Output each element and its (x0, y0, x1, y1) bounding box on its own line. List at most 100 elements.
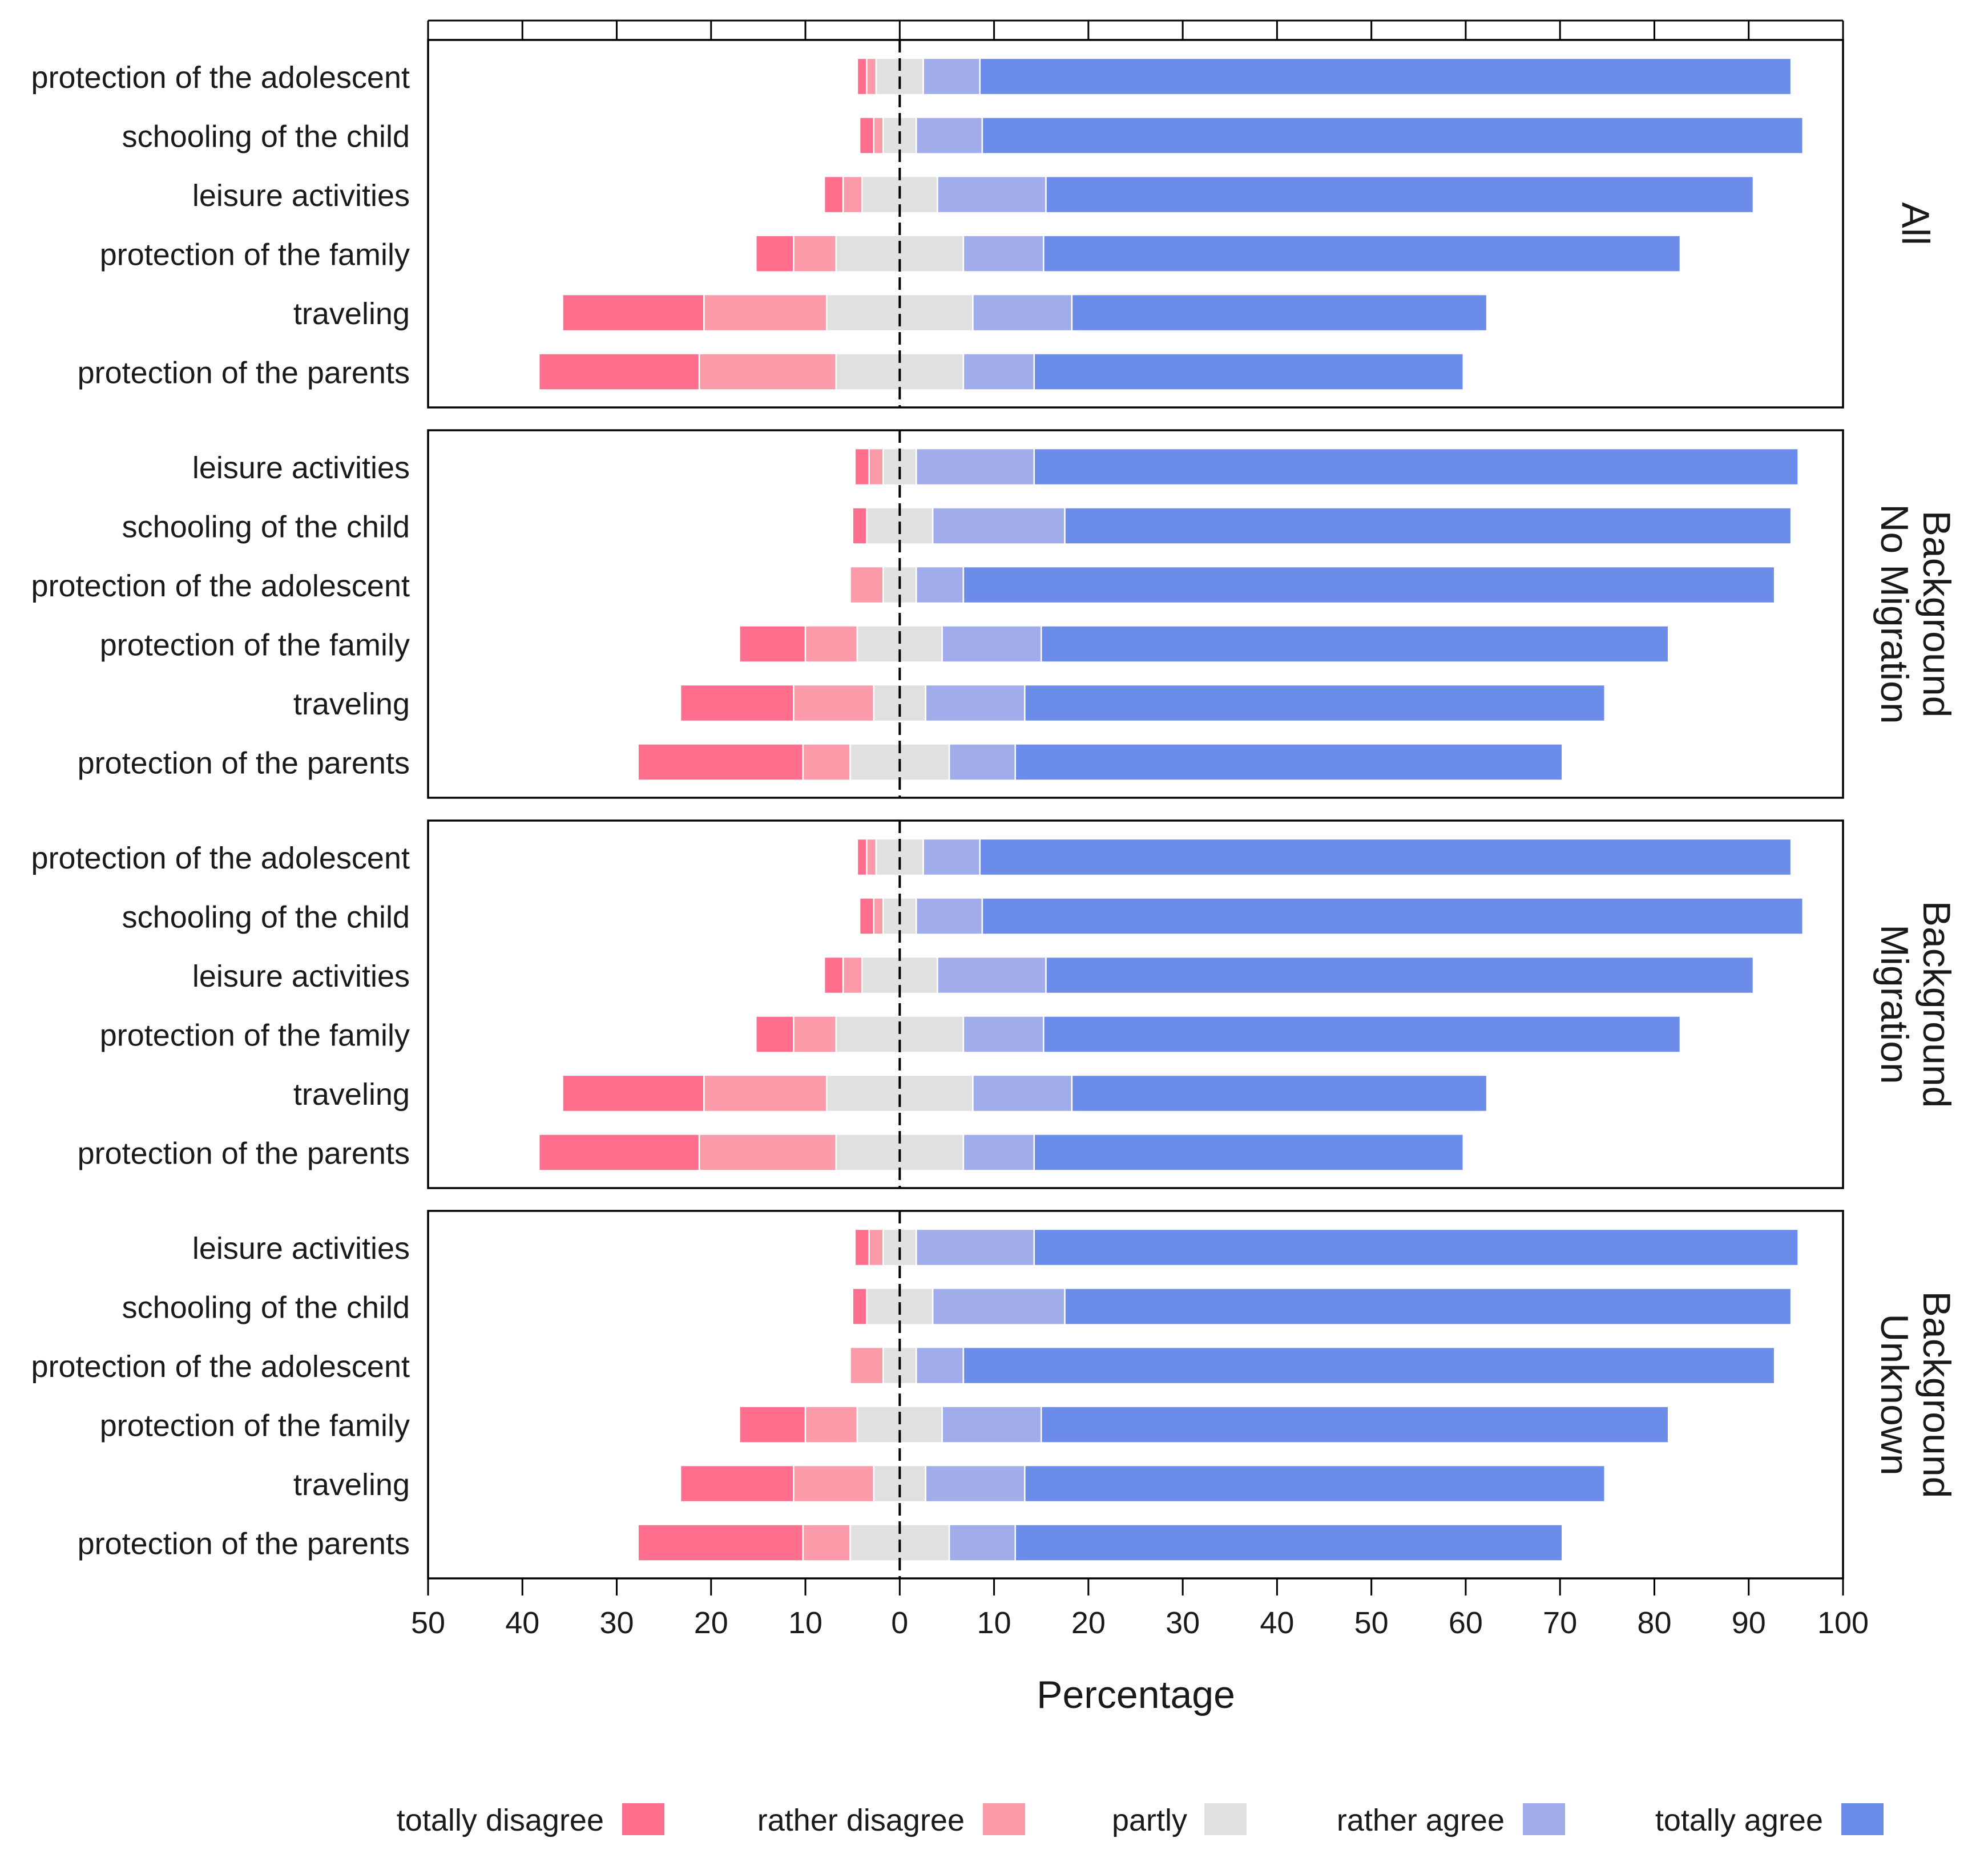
bar-segment (793, 684, 875, 722)
row-label: protection of the adolescent (31, 841, 410, 875)
row-label: protection of the parents (78, 1137, 410, 1171)
legend-label: totally disagree (397, 1803, 604, 1837)
bar-segment (637, 1524, 804, 1562)
panel-frame (427, 819, 1844, 1189)
row-label: traveling (293, 1468, 410, 1502)
legend-swatch (1523, 1803, 1565, 1835)
bar-segment (972, 293, 1073, 332)
bar-segment (979, 838, 1792, 876)
bar-segment (679, 684, 795, 722)
x-tick-label: 10 (788, 1606, 822, 1640)
x-tick-label: 70 (1543, 1606, 1577, 1640)
bar-segment (802, 743, 851, 781)
bar-segment (1014, 1524, 1563, 1562)
bar-segment (948, 1524, 1017, 1562)
bar-segment (739, 625, 807, 663)
x-tick-label: 50 (411, 1606, 445, 1640)
row-label: leisure activities (192, 451, 410, 485)
top-axis (427, 19, 1844, 40)
bar-segment (538, 353, 700, 391)
row-label: schooling of the child (122, 1291, 410, 1325)
bar-segment (823, 956, 844, 995)
bar-segment (1033, 1228, 1799, 1267)
x-axis-label: Percentage (1037, 1673, 1235, 1716)
row-label: protection of the family (100, 1019, 410, 1053)
x-tick-label: 40 (505, 1606, 539, 1640)
row-label: schooling of the child (122, 120, 410, 154)
row-label: traveling (293, 1077, 410, 1112)
row-label: protection of the adolescent (31, 1350, 410, 1384)
bar-segment (854, 447, 870, 486)
bar-segment (932, 1287, 1066, 1326)
x-tick-label: 20 (694, 1606, 728, 1640)
row-label: protection of the family (100, 628, 410, 663)
x-tick-label: 10 (977, 1606, 1011, 1640)
bar-segment (823, 175, 844, 214)
bar-segment (703, 1074, 828, 1113)
legend-label: rather agree (1337, 1803, 1505, 1837)
legend-swatch (1841, 1803, 1884, 1835)
row-label: traveling (293, 687, 410, 721)
bar-segment (941, 625, 1042, 663)
row-label: schooling of the child (122, 900, 410, 935)
bar-segment (562, 1074, 705, 1113)
panel-frame (427, 39, 1844, 409)
legend-swatch (1204, 1803, 1247, 1835)
bar-segment (873, 116, 884, 155)
x-tick-label: 50 (1354, 1606, 1389, 1640)
legend-label: totally agree (1655, 1803, 1823, 1837)
bar-segment (1045, 956, 1755, 995)
legend-label: partly (1112, 1803, 1187, 1837)
bar-segment (755, 1015, 795, 1053)
bar-segment (1064, 1287, 1792, 1326)
bar-segment (916, 566, 965, 604)
x-tick-label: 0 (891, 1606, 908, 1640)
panel-frame (427, 429, 1844, 799)
bar-segment (916, 1228, 1035, 1267)
row-label: protection of the parents (78, 1527, 410, 1561)
bar-segment (1033, 447, 1799, 486)
x-tick-label: 100 (1817, 1606, 1869, 1640)
bar-segment (916, 1346, 965, 1385)
row-label: protection of the family (100, 238, 410, 272)
bar-segment (562, 293, 705, 332)
bar-segment (962, 1015, 1045, 1053)
bar-segment (755, 235, 795, 273)
bar-segment (962, 235, 1045, 273)
bar-segment (698, 353, 837, 391)
bar-segment (922, 838, 981, 876)
bottom-axis: 50 40 30 20 10 0 10 20 30 40 50 60 70 80 90 100 (411, 1577, 1869, 1640)
bar-segment (962, 353, 1035, 391)
bar-segment (856, 838, 868, 876)
panel: protection of the adolescent schooling of… (31, 39, 1937, 409)
bar-segment (858, 116, 875, 155)
panel-strip-label: No MigrationBackground (1873, 504, 1958, 724)
row-label: protection of the adolescent (31, 569, 410, 603)
panel-strip-label: MigrationBackground (1873, 901, 1958, 1108)
bar-segment (868, 447, 884, 486)
row-label: schooling of the child (122, 510, 410, 544)
bar-segment (948, 743, 1017, 781)
bar-segment (854, 1228, 870, 1267)
row-label: leisure activities (192, 179, 410, 213)
panel: leisure activities schooling of the child… (31, 429, 1958, 799)
x-tick-label: 60 (1449, 1606, 1483, 1640)
bar-segment (1033, 1133, 1465, 1172)
bar-segment (842, 956, 863, 995)
legend-swatch (622, 1803, 664, 1835)
bar-segment (1071, 1074, 1488, 1113)
bar-segment (842, 175, 863, 214)
bar-segment (979, 57, 1792, 96)
bar-segment (856, 57, 868, 96)
bar-segment (937, 175, 1047, 214)
bar-segment (793, 1464, 875, 1503)
bar-segment (637, 743, 804, 781)
x-tick-label: 20 (1071, 1606, 1106, 1640)
bar-segment (703, 293, 828, 332)
bar-segment (698, 1133, 837, 1172)
x-tick-label: 90 (1732, 1606, 1766, 1640)
bar-segment (849, 1346, 884, 1385)
bar-segment (852, 507, 868, 545)
x-tick-label: 30 (1166, 1606, 1200, 1640)
bar-segment (962, 1346, 1776, 1385)
